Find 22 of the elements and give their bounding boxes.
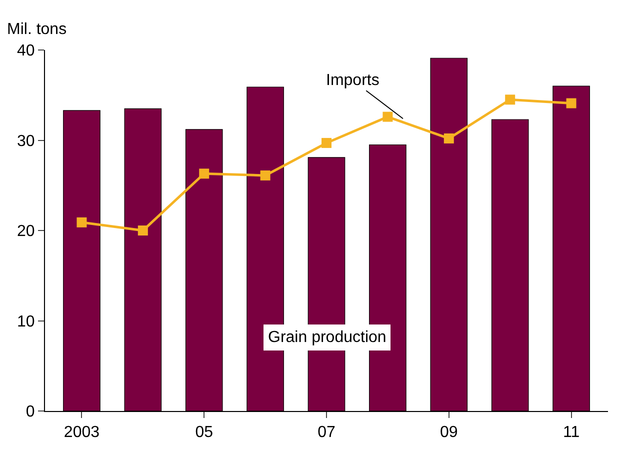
point — [505, 94, 516, 105]
x-tick-label: 05 — [195, 424, 214, 442]
point — [199, 168, 210, 179]
y-tick-label: 30 — [17, 132, 35, 150]
point — [138, 226, 148, 236]
point — [566, 98, 576, 108]
series-label: Imports — [326, 72, 380, 89]
point — [444, 133, 454, 144]
y-tick-label: 10 — [17, 313, 35, 330]
x-tick-label: 09 — [440, 424, 458, 442]
point — [260, 170, 270, 180]
point — [76, 217, 87, 228]
x-tick-label: 11 — [562, 424, 580, 442]
point — [382, 112, 393, 122]
x-tick-label: 07 — [318, 424, 336, 442]
y-tick-label: 40 — [17, 42, 35, 60]
series-label: Grain production — [268, 329, 386, 346]
y-tick-label: 20 — [17, 223, 35, 240]
point — [322, 138, 332, 148]
y-tick-label: 0 — [26, 404, 35, 421]
y-axis-title: Mil. tons — [7, 21, 67, 38]
x-tick-label: 2003 — [64, 424, 100, 442]
